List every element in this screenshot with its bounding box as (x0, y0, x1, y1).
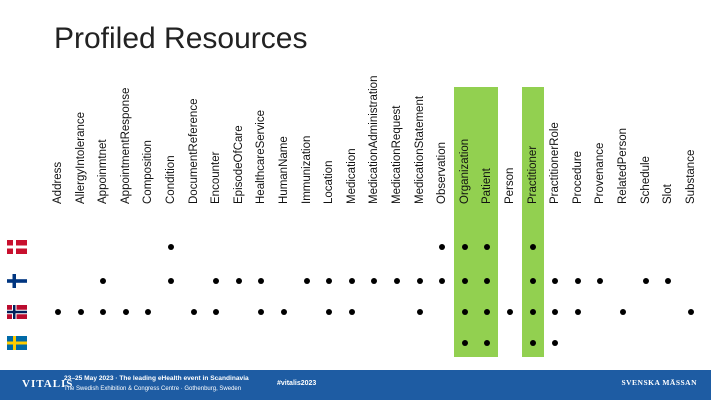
support-dot (235, 278, 242, 284)
support-dot (665, 278, 672, 284)
support-dot (484, 340, 491, 346)
support-dot (484, 309, 491, 315)
finland-flag-icon (7, 274, 27, 288)
support-dot (529, 309, 536, 315)
column-label-text: HumanName (278, 136, 290, 204)
support-dot (416, 278, 423, 284)
support-dot (461, 244, 468, 250)
footer-banner: VITALIS 23–25 May 2023 · The leading eHe… (0, 370, 711, 400)
column-label-text: AllergyIntolerance (74, 111, 87, 204)
column-label-text: EpisodeOfCare (232, 125, 245, 204)
support-dot (642, 278, 649, 284)
support-dot (484, 244, 491, 250)
support-dot (687, 309, 694, 315)
support-dot (529, 278, 536, 284)
footer-hashtag: #vitalis2023 (277, 380, 317, 387)
column-label-text: Slot (662, 184, 675, 204)
column-label-text: Encounter (210, 151, 223, 204)
support-dot (439, 244, 446, 250)
column-label-text: Provenance (594, 142, 607, 204)
footer-venue-line: The Swedish Exhibition & Congress Centre… (64, 386, 242, 392)
support-dot (484, 278, 491, 284)
column-label-text: PractitionerRole (549, 122, 562, 204)
support-dot (552, 309, 559, 315)
support-dot (371, 278, 378, 284)
highlight-organization (453, 87, 499, 357)
support-dot (281, 309, 287, 315)
support-dot (529, 244, 536, 250)
support-dot (461, 340, 468, 346)
support-dot (620, 309, 626, 315)
svenska-massan-logo: SVENSKA MÄSSAN (621, 378, 697, 387)
sweden-flag-icon (7, 336, 27, 350)
column-label-text: Condition (165, 155, 177, 204)
support-dot (461, 309, 468, 315)
column-label-text: Observation (436, 141, 449, 204)
page-title: Profiled Resources (54, 22, 308, 55)
column-label-text: Address (52, 161, 64, 204)
column-label-text: MedicationStatement (413, 95, 426, 204)
support-dot (348, 278, 355, 284)
support-dot (100, 278, 107, 284)
support-dot (55, 309, 61, 315)
support-dot (529, 340, 536, 346)
support-dot (168, 278, 174, 284)
support-dot (461, 278, 468, 284)
column-label-text: Procedure (571, 150, 584, 204)
column-label-text: MedicationRequest (391, 105, 403, 204)
support-dot (122, 309, 129, 315)
column-label-text: Practitioner (526, 145, 539, 204)
support-dot (416, 309, 423, 315)
column-label-text: Organization (458, 138, 471, 204)
column-label-text: Composition (142, 140, 155, 204)
column-label-text: Substance (684, 149, 697, 204)
column-label-text: Schedule (639, 156, 652, 204)
column-label-text: Location (323, 160, 336, 204)
support-dot (394, 278, 400, 284)
support-dot (439, 278, 446, 284)
support-dot (190, 309, 197, 315)
support-dot (597, 278, 604, 284)
column-label-text: Appoinmtnet (97, 139, 110, 204)
column-label-text: Person (504, 167, 516, 204)
column-label-text: DocumentReference (187, 98, 200, 204)
support-dot (100, 309, 107, 315)
support-dot (552, 340, 559, 346)
support-dot (574, 309, 581, 315)
column-label-text: AppointmentResponse (119, 87, 132, 204)
footer-event-line: 23–25 May 2023 · The leading eHealth eve… (64, 375, 249, 382)
support-dot (213, 309, 220, 315)
support-dot (168, 244, 174, 250)
support-dot (574, 278, 581, 284)
support-dot (77, 309, 84, 315)
vitalis-logo: VITALIS (22, 378, 74, 390)
support-dot (326, 309, 333, 315)
denmark-flag-icon (7, 240, 27, 254)
support-dot (145, 309, 152, 315)
column-label-text: RelatedPerson (617, 127, 629, 204)
column-label-text: MedicationAdministration (368, 75, 381, 204)
column-label-text: HealthcareService (255, 110, 268, 204)
column-label-text: Medication (345, 148, 358, 204)
support-dot (258, 309, 265, 315)
norway-flag-icon (7, 305, 27, 319)
support-dot (303, 278, 310, 284)
column-label-text: Patient (481, 168, 494, 204)
support-dot (552, 278, 559, 284)
support-dot (213, 278, 220, 284)
support-dot (326, 278, 333, 284)
support-dot (258, 278, 265, 284)
column-label-text: Immunization (300, 135, 313, 204)
support-dot (348, 309, 355, 315)
highlight-practitioner (521, 87, 544, 357)
support-dot (507, 309, 513, 315)
